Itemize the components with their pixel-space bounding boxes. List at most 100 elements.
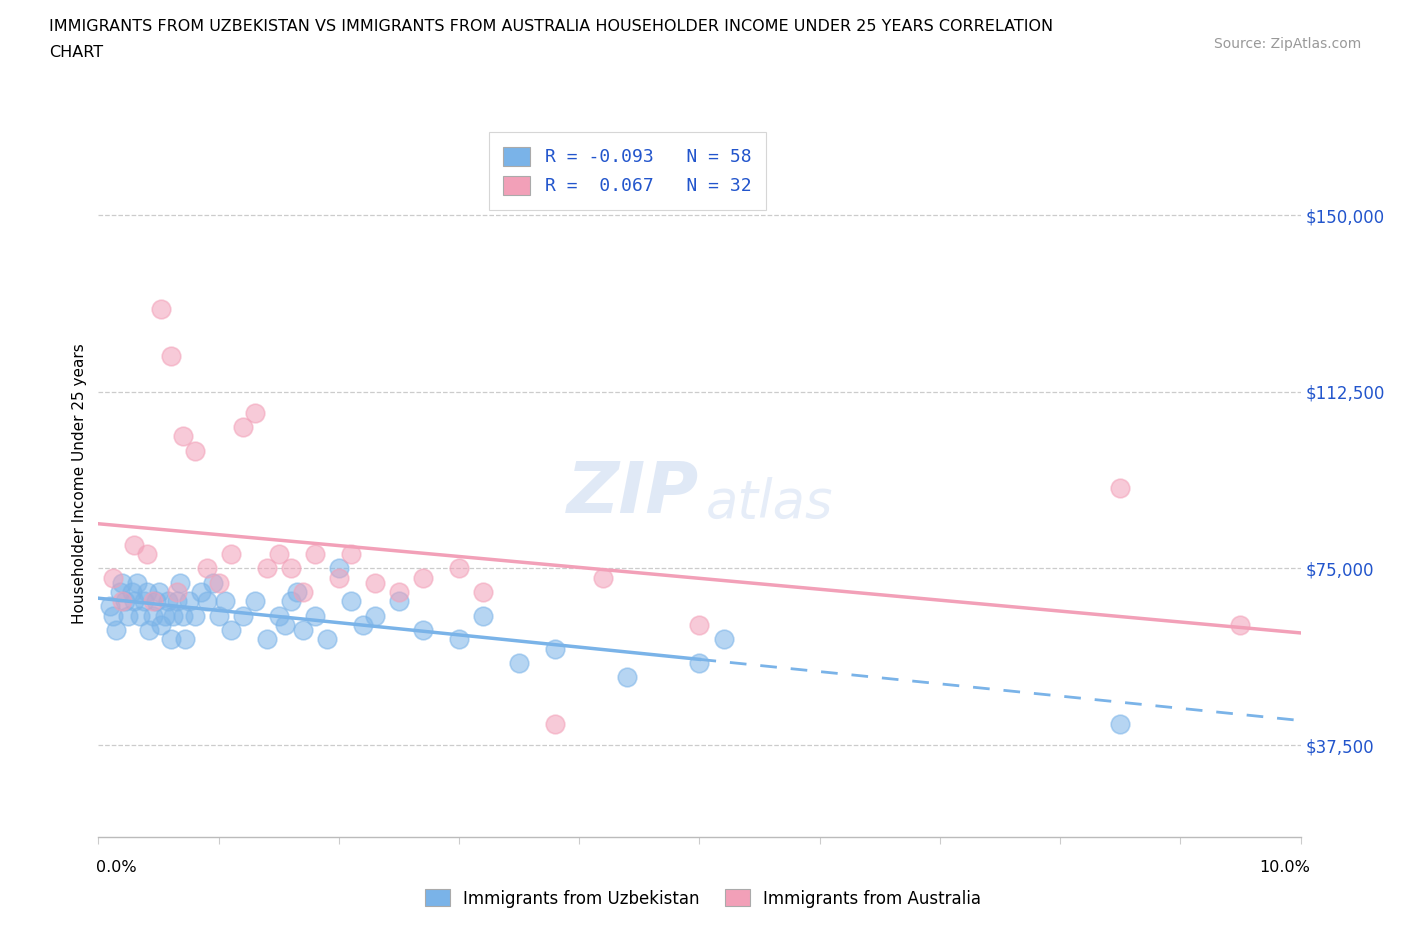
Point — [121, 585, 143, 600]
Point — [100, 599, 122, 614]
Point — [412, 570, 434, 585]
Point — [135, 547, 157, 562]
Point — [183, 608, 205, 623]
Point — [304, 608, 326, 623]
Point — [125, 575, 148, 590]
Legend: Immigrants from Uzbekistan, Immigrants from Australia: Immigrants from Uzbekistan, Immigrants f… — [418, 883, 988, 914]
Point — [447, 561, 470, 576]
Text: IMMIGRANTS FROM UZBEKISTAN VS IMMIGRANTS FROM AUSTRALIA HOUSEHOLDER INCOME UNDER: IMMIGRANTS FROM UZBEKISTAN VS IMMIGRANTS… — [49, 19, 1053, 33]
Point — [232, 608, 254, 623]
Point — [111, 594, 134, 609]
Point — [141, 608, 163, 623]
Point — [544, 641, 567, 656]
Point — [388, 585, 411, 600]
Point — [256, 561, 278, 576]
Point — [472, 585, 495, 600]
Point — [280, 594, 302, 609]
Point — [364, 608, 387, 623]
Point — [132, 594, 155, 609]
Point — [124, 538, 146, 552]
Point — [172, 429, 194, 444]
Point — [274, 618, 297, 632]
Point — [267, 547, 290, 562]
Text: CHART: CHART — [49, 45, 103, 60]
Point — [340, 594, 363, 609]
Point — [388, 594, 411, 609]
Point — [183, 444, 205, 458]
Point — [153, 608, 176, 623]
Point — [101, 570, 124, 585]
Point — [208, 608, 231, 623]
Point — [688, 656, 710, 671]
Point — [592, 570, 614, 585]
Text: 0.0%: 0.0% — [96, 860, 136, 875]
Point — [148, 585, 170, 600]
Point — [166, 585, 188, 600]
Point — [447, 631, 470, 646]
Point — [256, 631, 278, 646]
Point — [195, 561, 218, 576]
Point — [304, 547, 326, 562]
Point — [169, 575, 191, 590]
Point — [149, 302, 172, 317]
Point — [135, 585, 157, 600]
Point — [195, 594, 218, 609]
Point — [214, 594, 236, 609]
Point — [177, 594, 200, 609]
Point — [219, 622, 242, 637]
Point — [138, 622, 160, 637]
Point — [101, 608, 124, 623]
Legend: R = -0.093   N = 58, R =  0.067   N = 32: R = -0.093 N = 58, R = 0.067 N = 32 — [489, 132, 766, 210]
Point — [267, 608, 290, 623]
Y-axis label: Householder Income Under 25 years: Householder Income Under 25 years — [72, 343, 87, 624]
Point — [1109, 481, 1132, 496]
Point — [364, 575, 387, 590]
Point — [544, 716, 567, 731]
Point — [201, 575, 224, 590]
Point — [129, 608, 152, 623]
Point — [1109, 716, 1132, 731]
Point — [280, 561, 302, 576]
Text: ZIP: ZIP — [567, 458, 699, 527]
Point — [149, 618, 172, 632]
Point — [328, 570, 350, 585]
Point — [291, 585, 314, 600]
Point — [352, 618, 374, 632]
Point — [157, 594, 180, 609]
Point — [117, 608, 139, 623]
Point — [688, 618, 710, 632]
Point — [174, 631, 197, 646]
Point — [145, 594, 167, 609]
Point — [172, 608, 194, 623]
Point — [166, 594, 188, 609]
Point — [412, 622, 434, 637]
Point — [208, 575, 231, 590]
Point — [111, 575, 134, 590]
Point — [114, 594, 136, 609]
Point — [243, 405, 266, 420]
Point — [340, 547, 363, 562]
Point — [243, 594, 266, 609]
Point — [108, 585, 131, 600]
Point — [285, 585, 308, 600]
Point — [1229, 618, 1251, 632]
Point — [315, 631, 337, 646]
Point — [190, 585, 212, 600]
Point — [508, 656, 530, 671]
Point — [159, 349, 181, 364]
Text: atlas: atlas — [706, 476, 832, 528]
Point — [713, 631, 735, 646]
Point — [159, 631, 181, 646]
Point — [291, 622, 314, 637]
Point — [105, 622, 128, 637]
Point — [328, 561, 350, 576]
Point — [141, 594, 163, 609]
Point — [232, 419, 254, 434]
Text: 10.0%: 10.0% — [1260, 860, 1310, 875]
Point — [219, 547, 242, 562]
Point — [162, 608, 184, 623]
Point — [616, 670, 638, 684]
Point — [124, 594, 146, 609]
Point — [472, 608, 495, 623]
Text: Source: ZipAtlas.com: Source: ZipAtlas.com — [1213, 37, 1361, 51]
